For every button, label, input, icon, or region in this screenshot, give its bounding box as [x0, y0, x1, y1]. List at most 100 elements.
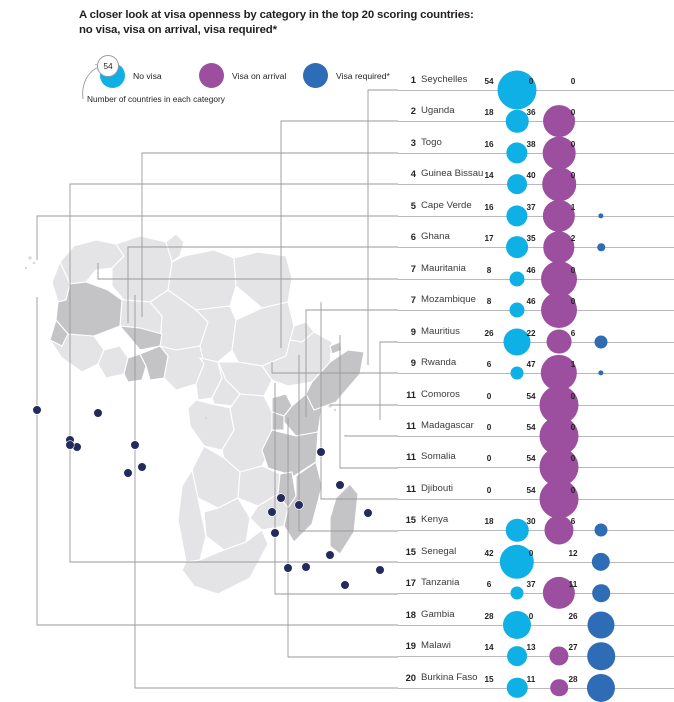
row-bubble-no-visa — [506, 236, 528, 259]
row-value-visa-on-arrival: 54 — [526, 485, 536, 495]
row-baseline — [398, 278, 674, 280]
row-bubble-visa-required — [586, 673, 616, 702]
row-value-no-visa: 15 — [484, 674, 494, 684]
row-rank: 11 — [406, 482, 416, 494]
row-value-no-visa: 54 — [484, 77, 494, 86]
row-bubble-no-visa — [502, 610, 532, 639]
row-value-visa-required: 0 — [570, 139, 576, 149]
row-baseline — [398, 687, 674, 689]
row-baseline — [398, 404, 674, 406]
row-value-no-visa: 0 — [486, 485, 492, 495]
row-rank: 15 — [405, 545, 416, 557]
row-rank: 7 — [410, 262, 416, 274]
row-country-name: Mauritania — [421, 262, 466, 274]
row-value-visa-on-arrival: 0 — [528, 77, 534, 86]
row-country-name: Somalia — [421, 451, 456, 463]
legend-label-visa-on-arrival: Visa on arrival — [232, 71, 287, 81]
row-country-name: Seychelles — [421, 74, 468, 85]
row-value-no-visa: 0 — [486, 422, 492, 432]
row-value-visa-on-arrival: 0 — [528, 611, 534, 621]
row-bubble-visa-on-arrival — [549, 646, 569, 666]
row-rank: 20 — [405, 671, 416, 683]
row-baseline — [398, 561, 674, 563]
row-baseline — [398, 467, 674, 469]
legend-label-visa-required: Visa required* — [336, 71, 390, 81]
row-value-visa-on-arrival: 13 — [526, 643, 536, 653]
row-bubble-no-visa — [509, 271, 525, 287]
legend-swatch-visa-on-arrival — [199, 63, 224, 88]
row-value-visa-required: 2 — [570, 234, 576, 244]
row-bubble-no-visa — [506, 677, 528, 698]
row-rank: 6 — [410, 231, 416, 243]
row-value-no-visa: 8 — [486, 297, 492, 307]
row-value-visa-required: 0 — [570, 454, 576, 464]
row-bubble-visa-required — [598, 370, 604, 376]
row-value-visa-required: 0 — [570, 297, 576, 307]
row-bubble-visa-required — [587, 611, 615, 639]
row-baseline — [398, 624, 674, 626]
row-value-visa-required: 0 — [570, 391, 576, 401]
africa-map — [0, 150, 400, 670]
row-value-visa-required: 6 — [570, 517, 576, 527]
row-value-no-visa: 28 — [484, 611, 494, 621]
row-rank: 2 — [410, 105, 416, 117]
country-rank-list: 1 Seychelles 54 0 0 2 Uganda 18 36 0 3 Togo 16 38 0 4 Gu… — [398, 0, 674, 702]
row-bubble-visa-on-arrival — [541, 260, 577, 297]
row-value-visa-on-arrival: 22 — [526, 328, 536, 338]
row-bubble-no-visa — [499, 544, 535, 579]
row-value-no-visa: 6 — [486, 580, 492, 590]
row-country-name: Comoros — [421, 388, 460, 400]
row-country-name: Malawi — [421, 640, 451, 652]
row-bubble-visa-on-arrival — [542, 167, 576, 202]
row-value-visa-required: 0 — [570, 108, 576, 118]
row-bubble-visa-on-arrival — [539, 479, 579, 519]
row-bubble-visa-on-arrival — [542, 136, 576, 170]
row-baseline — [398, 341, 674, 343]
row-value-visa-on-arrival: 30 — [526, 517, 536, 527]
row-bubble-no-visa — [507, 174, 527, 195]
row-value-visa-on-arrival: 46 — [526, 297, 536, 307]
row-value-visa-on-arrival: 0 — [528, 548, 534, 558]
row-value-no-visa: 18 — [484, 108, 494, 118]
row-baseline — [398, 530, 674, 532]
row-value-no-visa: 6 — [486, 360, 492, 370]
legend-caption: Number of countries in each category — [87, 94, 225, 104]
row-rank: 9 — [410, 357, 416, 369]
row-value-visa-on-arrival: 47 — [526, 360, 536, 370]
row-value-no-visa: 16 — [484, 202, 494, 212]
row-bubble-no-visa — [510, 586, 524, 600]
row-bubble-no-visa — [510, 366, 524, 380]
row-country-name: Gambia — [421, 608, 455, 620]
row-country-name: Cape Verde — [421, 199, 472, 211]
row-bubble-visa-on-arrival — [543, 105, 575, 138]
row-value-no-visa: 17 — [484, 234, 494, 244]
row-bubble-no-visa — [505, 110, 529, 133]
row-value-visa-required: 0 — [570, 422, 576, 432]
row-baseline — [398, 152, 674, 154]
row-value-visa-on-arrival: 36 — [526, 108, 536, 118]
row-value-visa-required: 1 — [570, 360, 576, 370]
row-country-name: Djibouti — [421, 482, 453, 494]
row-baseline — [398, 656, 674, 658]
row-country-name: Madagascar — [421, 419, 474, 431]
row-country-name: Rwanda — [421, 357, 457, 369]
row-baseline — [398, 373, 674, 375]
row-country-name: Tanzania — [421, 577, 460, 589]
row-bubble-visa-required — [592, 584, 610, 602]
row-country-name: Ghana — [421, 231, 450, 243]
row-country-name: Togo — [421, 136, 442, 148]
row-rank: 17 — [405, 577, 416, 589]
row-baseline — [398, 121, 674, 123]
row-baseline — [398, 498, 674, 500]
row-baseline — [398, 310, 674, 312]
row-rank: 19 — [405, 640, 416, 652]
row-value-visa-required: 6 — [570, 328, 576, 338]
row-rank: 1 — [410, 74, 416, 85]
row-country-name: Burkina Faso — [421, 671, 478, 683]
row-rank: 4 — [410, 168, 416, 180]
row-value-no-visa: 18 — [484, 517, 494, 527]
row-bubble-no-visa — [503, 328, 531, 356]
row-bubble-visa-required — [591, 552, 611, 571]
row-value-visa-on-arrival: 11 — [526, 674, 536, 684]
